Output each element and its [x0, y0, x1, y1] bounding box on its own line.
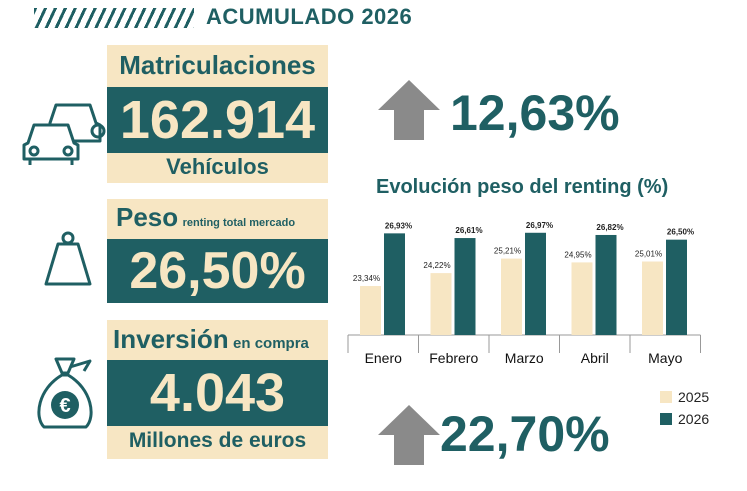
- data-label-2026-abril: 26,82%: [596, 223, 623, 232]
- arrow-up-icon: [378, 405, 440, 465]
- matriculaciones-unit: Vehículos: [166, 154, 269, 179]
- bar-2025-enero: [360, 286, 381, 335]
- page-title: ACUMULADO 2026: [206, 4, 413, 29]
- data-label-2025-enero: 23,34%: [353, 274, 380, 283]
- bar-2025-marzo: [501, 258, 522, 335]
- money-bag-icon: €: [30, 355, 100, 435]
- legend-label-2026: 2026: [678, 411, 710, 427]
- peso-value: 26,50%: [129, 242, 306, 300]
- bar-2026-febrero: [454, 238, 476, 335]
- matriculaciones-value: 162.914: [119, 90, 316, 150]
- bar-2025-febrero: [430, 273, 452, 335]
- peso-value-box: 26,50%: [107, 239, 328, 303]
- cars-icon: [18, 95, 108, 165]
- data-label-2026-marzo: 26,97%: [526, 221, 553, 230]
- header-stripes: [34, 8, 194, 28]
- legend-item-2025: 2025: [660, 386, 709, 408]
- bar-2025-abril: [571, 262, 593, 335]
- inversion-unit: Millones de euros: [128, 429, 307, 452]
- peso-title-row: Peso renting total mercado: [116, 202, 295, 233]
- data-label-2025-abril: 24,95%: [564, 250, 591, 259]
- weight-icon: [40, 230, 96, 288]
- data-label-2025-mayo: 25,01%: [635, 250, 662, 259]
- x-tick-label-febrero: Febrero: [429, 350, 478, 366]
- data-label-2026-febrero: 26,61%: [455, 226, 482, 235]
- x-tick-label-abril: Abril: [581, 350, 609, 366]
- legend-item-2026: 2026: [660, 408, 709, 430]
- bar-2026-mayo: [666, 239, 687, 335]
- chart-legend: 2025 2026: [660, 386, 709, 430]
- inversion-change: 22,70%: [440, 406, 610, 462]
- x-tick-label-mayo: Mayo: [648, 350, 682, 366]
- inversion-subtitle: en compra: [233, 335, 309, 352]
- data-label-2025-marzo: 25,21%: [494, 247, 521, 256]
- matriculaciones-value-box: 162.914: [107, 87, 328, 153]
- inversion-title-row: Inversión en compra: [113, 324, 309, 355]
- inversion-value: 4.043: [149, 363, 286, 423]
- renting-weight-chart: 23,34% 26,93% Enero 24,22% 26,61% Febrero 25,2…: [347, 221, 701, 366]
- svg-text:€: €: [59, 395, 70, 417]
- inversion-value-box: 4.043: [107, 360, 328, 426]
- bar-2025-mayo: [642, 261, 663, 335]
- legend-swatch-2026: [660, 413, 672, 425]
- peso-title: Peso: [116, 202, 179, 232]
- inversion-title: Inversión: [113, 324, 229, 354]
- x-tick-label-marzo: Marzo: [505, 350, 544, 366]
- legend-label-2025: 2025: [678, 389, 710, 405]
- arrow-up-icon: [378, 80, 440, 140]
- bar-2026-marzo: [525, 232, 546, 335]
- data-label-2026-enero: 26,93%: [385, 221, 412, 230]
- data-label-2026-mayo: 26,50%: [667, 228, 694, 237]
- legend-swatch-2025: [660, 391, 672, 403]
- data-label-2025-febrero: 24,22%: [423, 261, 450, 270]
- peso-subtitle: renting total mercado: [182, 217, 296, 229]
- bar-2026-abril: [595, 234, 617, 335]
- matriculaciones-title: Matriculaciones: [119, 50, 316, 80]
- bar-2026-enero: [384, 233, 405, 335]
- chart-title: Evolución peso del renting (%): [376, 176, 669, 198]
- x-tick-label-enero: Enero: [365, 350, 403, 366]
- matriculaciones-change: 12,63%: [450, 85, 620, 141]
